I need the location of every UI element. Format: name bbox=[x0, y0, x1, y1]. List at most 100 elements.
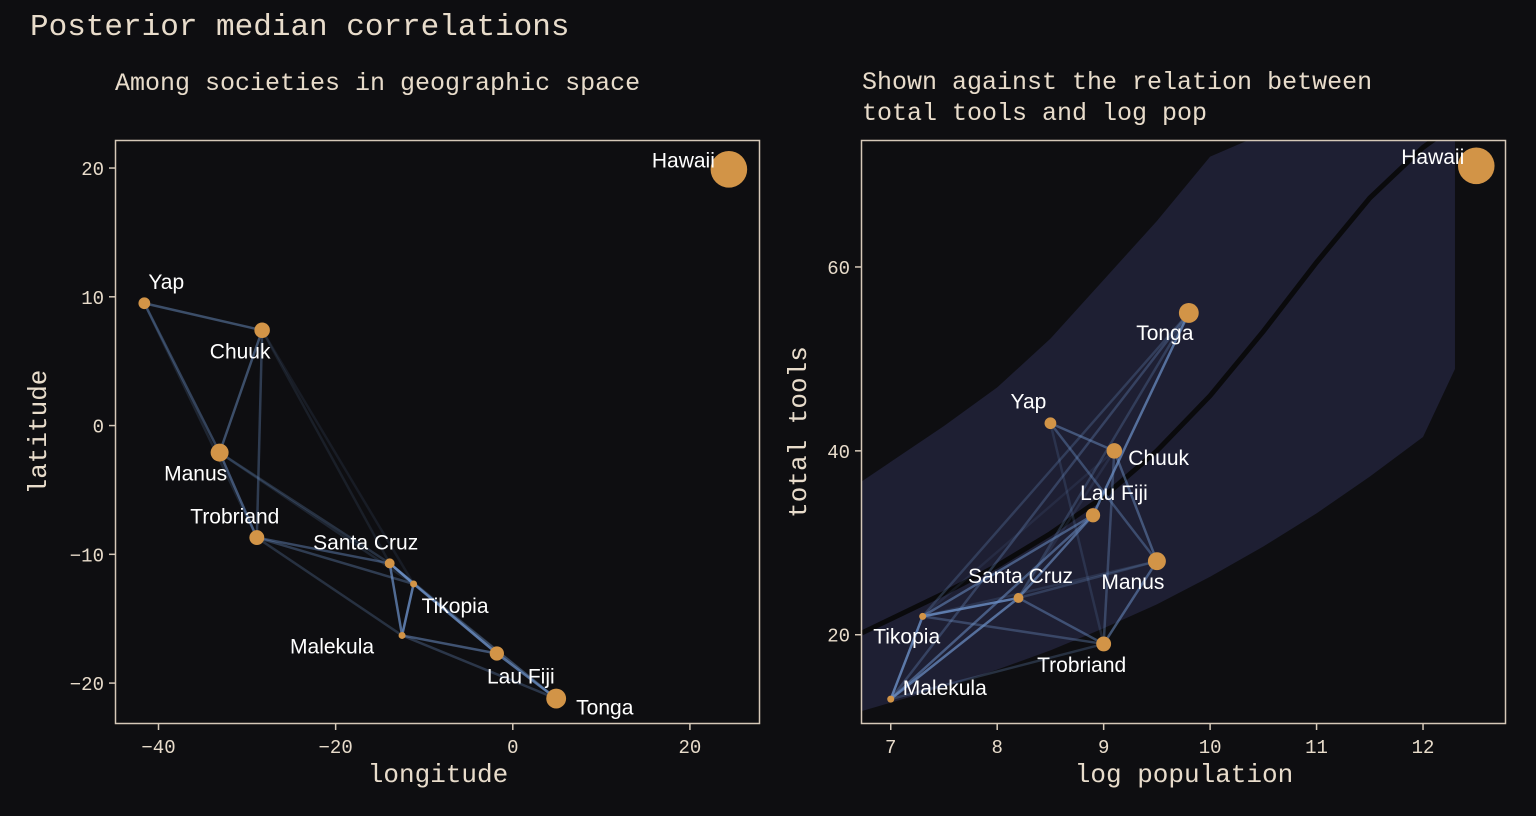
point-yap bbox=[138, 297, 151, 310]
point-lau-fiji bbox=[1085, 508, 1101, 523]
correlation-edge-manus-tikopia bbox=[922, 559, 1158, 618]
point-label-tikopia: Tikopia bbox=[873, 625, 940, 648]
point-trobriand bbox=[1096, 636, 1112, 652]
point-hawaii bbox=[1457, 147, 1495, 185]
right-subtitle-line-2: total tools and log pop bbox=[862, 99, 1207, 128]
point-label-trobriand: Trobriand bbox=[190, 506, 279, 529]
point-label-santa-cruz: Santa Cruz bbox=[968, 565, 1073, 588]
point-santa-cruz bbox=[1013, 592, 1024, 603]
correlation-edge-malekula-lau-fiji bbox=[889, 514, 1094, 701]
correlation-edge-manus-tikopia bbox=[218, 451, 415, 585]
point-chuuk bbox=[254, 322, 270, 339]
point-manus bbox=[210, 443, 229, 462]
correlation-edge-yap-trobriand bbox=[143, 302, 258, 539]
correlation-edge-trobriand-malekula bbox=[890, 642, 1104, 701]
left-y-axis-label: latitude bbox=[24, 370, 54, 495]
correlation-edge-trobriand-santa-cruz bbox=[1017, 596, 1105, 646]
point-label-tonga: Tonga bbox=[576, 697, 634, 720]
point-chuuk bbox=[1106, 443, 1123, 459]
point-malekula bbox=[887, 695, 895, 703]
point-label-lau-fiji: Lau Fiji bbox=[487, 665, 555, 688]
x-tick-label: 11 bbox=[1305, 737, 1328, 759]
right-x-axis-label: log population bbox=[1075, 760, 1293, 790]
correlation-edge-lau-fiji-tonga bbox=[496, 652, 557, 700]
x-tick-label: 0 bbox=[507, 737, 518, 759]
left-subtitle: Among societies in geographic space bbox=[115, 69, 640, 98]
point-santa-cruz bbox=[384, 558, 395, 569]
point-label-malekula: Malekula bbox=[290, 635, 374, 658]
correlation-edge-trobriand-malekula bbox=[256, 536, 403, 637]
point-tonga bbox=[546, 688, 567, 709]
correlation-edge-tikopia-tonga bbox=[412, 582, 557, 700]
geographic-panel: Among societies in geographic space −20 −… bbox=[24, 69, 761, 790]
point-label-yap: Yap bbox=[1011, 390, 1047, 413]
correlation-edge-trobriand-tikopia bbox=[922, 615, 1104, 646]
y-tick-label: 20 bbox=[81, 159, 104, 181]
correlation-edge-yap-chuuk bbox=[1049, 422, 1115, 452]
right-plot-frame bbox=[860, 139, 1507, 725]
point-trobriand bbox=[249, 530, 265, 546]
point-label-manus: Manus bbox=[1101, 571, 1164, 594]
point-yap bbox=[1044, 417, 1057, 430]
y-tick-label: −20 bbox=[70, 674, 104, 696]
correlation-edge-santa-cruz-lau-fiji bbox=[388, 562, 498, 655]
correlation-edge-chuuk-tikopia bbox=[921, 449, 1116, 618]
correlation-edge-trobriand-tikopia bbox=[256, 536, 414, 586]
correlation-edge-malekula-santa-cruz bbox=[388, 563, 404, 636]
correlation-edge-malekula-tonga bbox=[889, 312, 1190, 700]
correlation-edge-chuuk-manus bbox=[218, 329, 264, 454]
y-tick-label: 20 bbox=[827, 626, 850, 648]
y-tick-label: 40 bbox=[827, 442, 850, 464]
right-subtitle-line-1: Shown against the relation between bbox=[862, 68, 1372, 97]
correlation-edge-malekula-tikopia bbox=[889, 615, 924, 700]
left-x-axis-label: longitude bbox=[368, 760, 508, 790]
correlation-edge-lau-fiji-tonga bbox=[1091, 312, 1190, 516]
correlation-edge-malekula-lau-fiji bbox=[401, 634, 498, 655]
correlation-edge-yap-trobriand bbox=[1049, 422, 1105, 645]
correlation-edge-santa-cruz-lau-fiji bbox=[1017, 514, 1094, 599]
correlation-edge-trobriand-santa-cruz bbox=[256, 536, 390, 565]
x-tick-label: 7 bbox=[885, 737, 896, 759]
left-plot-frame bbox=[114, 139, 761, 725]
y-tick-label: 60 bbox=[827, 258, 850, 280]
point-malekula bbox=[398, 631, 406, 639]
x-tick-label: 10 bbox=[1199, 737, 1222, 759]
correlation-edge-chuuk-santa-cruz bbox=[261, 329, 391, 564]
correlation-edge-yap-manus bbox=[1049, 422, 1158, 562]
point-hawaii bbox=[710, 151, 748, 188]
point-label-chuuk: Chuuk bbox=[1128, 447, 1189, 470]
point-label-chuuk: Chuuk bbox=[210, 340, 271, 363]
right-y-axis-label: total tools bbox=[784, 346, 814, 518]
tools-panel: Shown against the relation between total… bbox=[784, 68, 1507, 790]
x-tick-label: 9 bbox=[1098, 737, 1109, 759]
correlation-edge-malekula-tonga bbox=[401, 634, 557, 700]
point-label-trobriand: Trobriand bbox=[1037, 654, 1126, 677]
x-tick-label: −20 bbox=[319, 737, 353, 759]
x-tick-label: 20 bbox=[679, 737, 702, 759]
correlation-edge-yap-manus bbox=[143, 302, 221, 454]
point-tikopia bbox=[410, 580, 418, 588]
point-label-lau-fiji: Lau Fiji bbox=[1080, 482, 1148, 505]
figure-title: Posterior median correlations bbox=[30, 10, 570, 45]
correlation-edge-manus-trobriand bbox=[218, 452, 258, 539]
point-label-hawaii: Hawaii bbox=[652, 149, 715, 172]
y-tick-label: 0 bbox=[93, 417, 104, 439]
point-tikopia bbox=[919, 612, 927, 620]
correlation-edge-malekula-santa-cruz bbox=[889, 596, 1020, 701]
point-label-hawaii: Hawaii bbox=[1401, 146, 1464, 169]
x-tick-label: −40 bbox=[141, 737, 175, 759]
median-curve bbox=[862, 141, 1437, 636]
correlation-edge-tikopia-santa-cruz bbox=[922, 596, 1019, 618]
correlation-edge-yap-chuuk bbox=[144, 302, 263, 332]
correlation-edge-manus-trobriand bbox=[1102, 560, 1158, 645]
correlation-edge-malekula-tikopia bbox=[400, 583, 415, 636]
point-manus bbox=[1147, 552, 1166, 571]
correlation-edge-chuuk-trobriand bbox=[255, 330, 264, 538]
correlation-edge-chuuk-trobriand bbox=[1102, 450, 1116, 644]
correlation-edge-santa-cruz-tonga bbox=[388, 562, 557, 700]
correlation-edge-santa-cruz-tonga bbox=[1017, 312, 1190, 599]
x-tick-label: 8 bbox=[991, 737, 1002, 759]
point-label-tonga: Tonga bbox=[1136, 322, 1194, 345]
point-label-tikopia: Tikopia bbox=[422, 595, 489, 618]
